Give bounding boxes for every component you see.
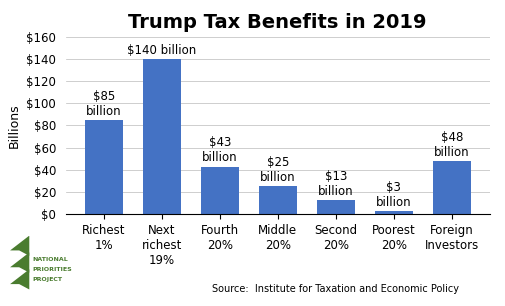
Text: NATIONAL: NATIONAL — [33, 257, 69, 262]
Text: $48
billion: $48 billion — [434, 131, 470, 159]
Title: Trump Tax Benefits in 2019: Trump Tax Benefits in 2019 — [128, 13, 427, 32]
Bar — [317, 200, 355, 214]
Text: $43
billion: $43 billion — [202, 136, 237, 164]
Polygon shape — [10, 252, 29, 273]
Y-axis label: Billions: Billions — [8, 103, 21, 148]
Polygon shape — [10, 269, 29, 289]
Text: $13
billion: $13 billion — [318, 170, 353, 198]
Bar — [201, 166, 238, 214]
Text: $3
billion: $3 billion — [376, 181, 412, 209]
Text: PRIORITIES: PRIORITIES — [33, 267, 73, 272]
Bar — [85, 120, 123, 214]
Text: $85
billion: $85 billion — [86, 90, 122, 118]
Text: Source:  Institute for Taxation and Economic Policy: Source: Institute for Taxation and Econo… — [212, 284, 459, 294]
Text: $25
billion: $25 billion — [260, 156, 295, 184]
Bar — [375, 211, 413, 214]
Polygon shape — [10, 236, 29, 256]
Text: PROJECT: PROJECT — [33, 277, 63, 282]
Bar — [433, 161, 471, 214]
Text: $140 billion: $140 billion — [127, 44, 196, 57]
Bar — [143, 59, 181, 214]
Bar — [259, 186, 296, 214]
